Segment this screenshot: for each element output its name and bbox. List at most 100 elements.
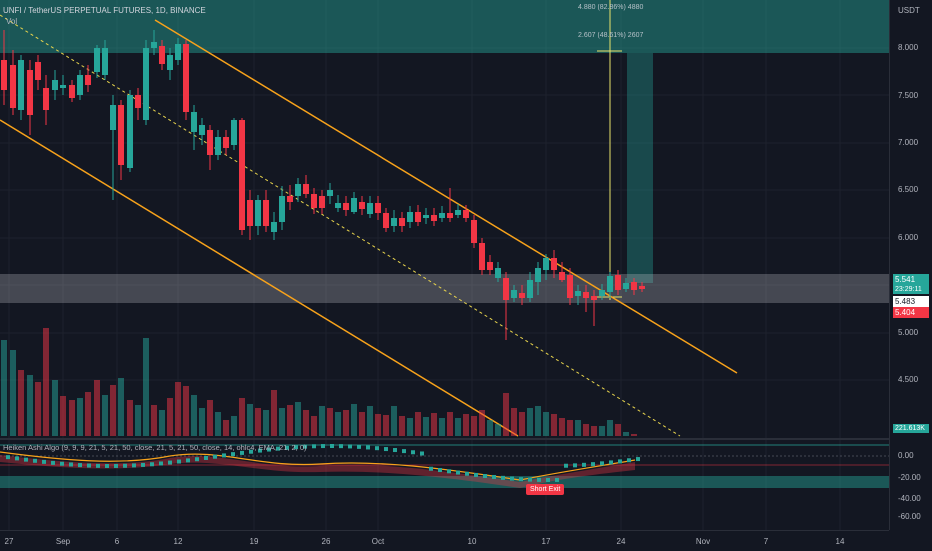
time-label: 19 xyxy=(249,537,259,546)
candle-body xyxy=(599,290,605,296)
price-label: 8.000 xyxy=(898,43,919,52)
candle-body xyxy=(319,196,325,208)
volume-bar xyxy=(215,412,221,436)
indicator-dot xyxy=(366,445,370,450)
measure-label-mid: 2.607 (48.61%) 2607 xyxy=(578,32,644,39)
price-badge-c: 5.404 xyxy=(893,307,929,318)
candle-body xyxy=(615,275,621,290)
indicator-level: 0.00 xyxy=(898,451,914,460)
volume-bar xyxy=(567,420,573,436)
volume-bar xyxy=(407,418,413,436)
indicator-line xyxy=(0,451,636,481)
volume-bar xyxy=(511,408,517,436)
volume-bar xyxy=(383,415,389,436)
candle-body xyxy=(479,243,485,270)
indicator-dot xyxy=(321,444,325,449)
indicator-dot xyxy=(420,451,424,456)
volume-bar xyxy=(327,408,333,436)
candle-body xyxy=(85,75,91,85)
candle-body xyxy=(127,95,133,168)
projection-zone xyxy=(627,53,653,283)
candle-body xyxy=(18,60,24,110)
candle-body xyxy=(447,213,453,218)
volume-bar xyxy=(35,382,41,436)
volume-bar xyxy=(559,418,565,436)
candle-body xyxy=(391,218,397,226)
volume-bar xyxy=(118,378,124,436)
volume-bar xyxy=(127,400,133,436)
indicator-dot xyxy=(348,444,352,449)
candle-body xyxy=(159,46,165,64)
candle-body xyxy=(343,203,349,210)
indicator-dot xyxy=(213,454,217,459)
channel-mid xyxy=(0,14,681,437)
price-label: 5.000 xyxy=(898,328,919,337)
volume-legend[interactable]: Vol xyxy=(6,17,18,26)
candle-body xyxy=(231,120,237,145)
candle-body xyxy=(487,262,493,270)
candle-body xyxy=(35,62,41,80)
candle-body xyxy=(511,290,517,298)
candle-body xyxy=(135,95,141,108)
indicator-dot xyxy=(123,463,127,468)
price-axis[interactable] xyxy=(889,0,932,530)
indicator-dot xyxy=(249,449,253,454)
candle-body xyxy=(311,194,317,208)
volume-bar xyxy=(27,375,33,436)
indicator-dot xyxy=(285,445,289,450)
time-label: 7 xyxy=(763,537,769,546)
indicator-dot xyxy=(474,472,478,477)
indicator-dot xyxy=(222,453,226,458)
candle-body xyxy=(151,42,157,48)
volume-bar xyxy=(607,420,613,436)
volume-bar xyxy=(351,404,357,436)
candle-body xyxy=(191,112,197,132)
candle-body xyxy=(431,215,437,221)
time-label: 17 xyxy=(541,537,551,546)
volume-bar xyxy=(207,400,213,436)
volume-bar xyxy=(431,413,437,436)
indicator-dot xyxy=(411,450,415,455)
price-label: 6.000 xyxy=(898,233,919,242)
candle-body xyxy=(110,105,116,130)
candle-body xyxy=(199,125,205,135)
indicator-dot xyxy=(555,477,559,482)
volume-bar xyxy=(143,338,149,436)
candle-body xyxy=(375,203,381,213)
symbol-title[interactable]: UNFI / TetherUS PERPETUAL FUTURES, 1D, B… xyxy=(3,6,206,15)
volume-bar xyxy=(415,412,421,436)
volume-bar xyxy=(471,416,477,436)
volume-bar xyxy=(191,395,197,436)
candle-body xyxy=(399,218,405,226)
candle-body xyxy=(223,137,229,148)
candle-body xyxy=(535,268,541,282)
indicator-dot xyxy=(600,461,604,466)
indicator-dot xyxy=(186,458,190,463)
time-axis[interactable] xyxy=(0,530,889,551)
indicator-legend[interactable]: Heiken Ashi Algo (9, 9, 9, 21, 5, 21, 50… xyxy=(3,443,307,452)
volume-bar xyxy=(183,386,189,436)
volume-bar xyxy=(77,398,83,436)
volume-bar xyxy=(399,416,405,436)
volume-bar xyxy=(263,410,269,436)
candle-body xyxy=(567,275,573,298)
volume-bar xyxy=(447,412,453,436)
candle-body xyxy=(271,222,277,232)
indicator-dot xyxy=(240,450,244,455)
candle-body xyxy=(207,130,213,155)
indicator-dot xyxy=(447,469,451,474)
time-label: 12 xyxy=(173,537,183,546)
candle-body xyxy=(359,202,365,209)
candle-body xyxy=(247,200,253,226)
indicator-dot xyxy=(357,444,361,449)
indicator-dot xyxy=(231,452,235,457)
indicator-dot xyxy=(546,477,550,482)
volume-bar xyxy=(543,412,549,436)
volume-bar xyxy=(52,380,58,436)
price-chart[interactable] xyxy=(0,0,889,530)
volume-bar xyxy=(271,390,277,436)
volume-bar xyxy=(367,406,373,436)
indicator-dot xyxy=(528,477,532,482)
volume-bar xyxy=(159,410,165,436)
indicator-dot xyxy=(609,460,613,465)
